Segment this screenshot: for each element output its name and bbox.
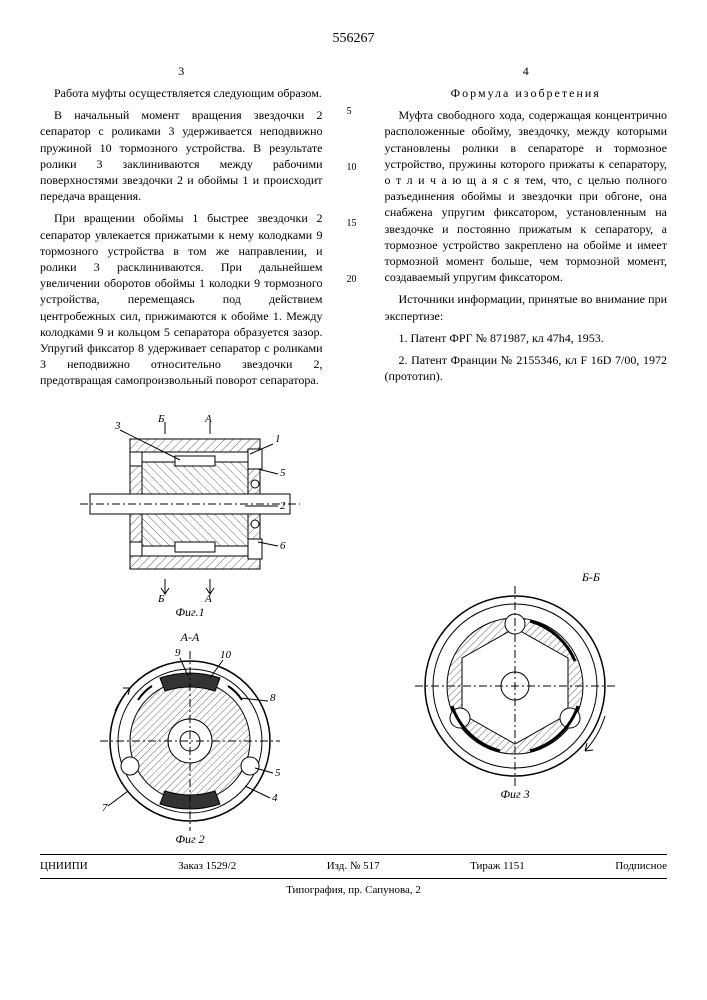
fig3-section: Б-Б bbox=[410, 569, 620, 585]
fig2-svg: 9 10 8 5 4 7 bbox=[90, 646, 290, 831]
left-col-number: 3 bbox=[40, 63, 323, 79]
footer-bar: ЦНИИПИ Заказ 1529/2 Изд. № 517 Тираж 115… bbox=[40, 854, 667, 879]
svg-text:10: 10 bbox=[220, 649, 232, 661]
footer-order: Заказ 1529/2 bbox=[178, 859, 236, 874]
sources-heading: Источники информации, принятые во вниман… bbox=[385, 291, 668, 323]
svg-text:7: 7 bbox=[102, 802, 108, 814]
figure-3: Б-Б bbox=[410, 569, 620, 801]
footer-tirazh: Тираж 1151 bbox=[470, 859, 525, 874]
left-para-3: При вращении обоймы 1 быстрее звездочки … bbox=[40, 210, 323, 388]
figure-1: 3 1 5 2 6 Б А Б А Фиг.1 bbox=[80, 414, 300, 620]
patent-number: 556267 bbox=[40, 30, 667, 49]
right-column: 4 Формула изобретения Муфта свободного х… bbox=[385, 63, 668, 395]
right-col-number: 4 bbox=[385, 63, 668, 79]
footer-org: ЦНИИПИ bbox=[40, 859, 88, 874]
svg-text:8: 8 bbox=[270, 692, 276, 704]
left-para-2: В начальный момент вращения звездочки 2 … bbox=[40, 107, 323, 204]
claim-title: Формула изобретения bbox=[385, 85, 668, 101]
fig3-label: Фиг 3 bbox=[410, 786, 620, 802]
line-marker: 5 bbox=[347, 105, 352, 119]
callout-2: 2 bbox=[280, 500, 286, 512]
svg-text:5: 5 bbox=[275, 767, 281, 779]
line-marker: 15 bbox=[347, 217, 357, 231]
fig1-svg: 3 1 5 2 6 Б А Б А bbox=[80, 414, 300, 604]
left-para-1: Работа муфты осуществляется следующим об… bbox=[40, 85, 323, 101]
line-marker: 20 bbox=[347, 273, 357, 287]
fig2-label: Фиг 2 bbox=[90, 831, 290, 847]
svg-text:4: 4 bbox=[272, 792, 278, 804]
footer-typography: Типография, пр. Сапунова, 2 bbox=[40, 883, 667, 898]
source-2: 2. Патент Франции № 2155346, кл F 16D 7/… bbox=[385, 352, 668, 384]
svg-text:А: А bbox=[204, 593, 212, 604]
svg-text:А: А bbox=[204, 414, 212, 425]
line-marker: 10 bbox=[347, 161, 357, 175]
line-number-gutter: 5 10 15 20 bbox=[347, 63, 361, 395]
callout-1: 1 bbox=[275, 433, 281, 445]
footer-izd: Изд. № 517 bbox=[327, 859, 380, 874]
callout-5: 5 bbox=[280, 467, 286, 479]
figures-area: 3 1 5 2 6 Б А Б А Фиг.1 А-А bbox=[40, 414, 667, 844]
source-1: 1. Патент ФРГ № 871987, кл 47h4, 1953. bbox=[385, 330, 668, 346]
svg-text:Б: Б bbox=[157, 414, 165, 425]
fig3-svg bbox=[410, 586, 620, 786]
svg-text:Б: Б bbox=[157, 593, 165, 604]
callout-6: 6 bbox=[280, 540, 286, 552]
figure-2: А-А bbox=[90, 629, 290, 846]
left-column: 3 Работа муфты осуществляется следующим … bbox=[40, 63, 323, 395]
right-para-1: Муфта свободного хода, содержащая концен… bbox=[385, 107, 668, 285]
fig2-section: А-А bbox=[90, 629, 290, 645]
fig1-label: Фиг.1 bbox=[80, 604, 300, 620]
footer-sub: Подписное bbox=[615, 859, 667, 874]
text-columns: 3 Работа муфты осуществляется следующим … bbox=[40, 63, 667, 395]
svg-text:9: 9 bbox=[175, 647, 181, 659]
